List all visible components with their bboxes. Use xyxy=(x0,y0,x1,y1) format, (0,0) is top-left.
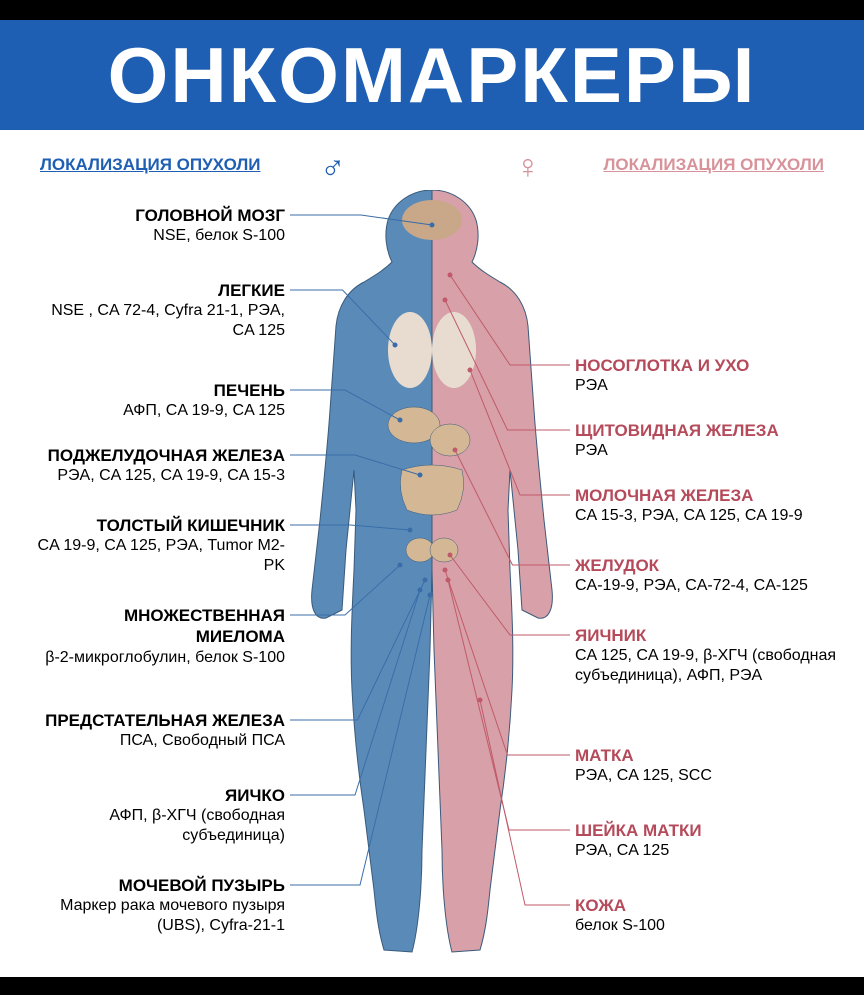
marker-list: РЭА, CA 125, SCC xyxy=(575,766,850,786)
organ-name: ПОДЖЕЛУДОЧНАЯ ЖЕЛЕЗА xyxy=(30,445,285,466)
right-label: МАТКАРЭА, CA 125, SCC xyxy=(575,745,850,786)
left-label: ЯИЧКОАФП, β-ХГЧ (свободная субъединица) xyxy=(30,785,285,846)
marker-list: CA 19-9, CA 125, РЭА, Tumor M2-PK xyxy=(30,536,285,576)
marker-list: CA 125, CA 19-9, β-ХГЧ (свободная субъед… xyxy=(575,646,850,686)
organ-name: ГОЛОВНОЙ МОЗГ xyxy=(30,205,285,226)
organ-name: ТОЛСТЫЙ КИШЕЧНИК xyxy=(30,515,285,536)
marker-list: РЭА, CA 125, CA 19-9, CA 15-3 xyxy=(30,466,285,486)
marker-list: CA-19-9, РЭА, CA-72-4, CA-125 xyxy=(575,576,850,596)
marker-list: β-2-микроглобулин, белок S-100 xyxy=(30,648,285,668)
heading-right: ЛОКАЛИЗАЦИЯ ОПУХОЛИ xyxy=(603,155,824,175)
marker-list: ПСА, Свободный ПСА xyxy=(30,731,285,751)
organ-name: МНОЖЕСТВЕННАЯ МИЕЛОМА xyxy=(30,605,285,648)
marker-list: РЭА, CA 125 xyxy=(575,841,850,861)
marker-list: АФП, β-ХГЧ (свободная субъединица) xyxy=(30,806,285,846)
organ-name: ЛЕГКИЕ xyxy=(30,280,285,301)
left-label: ГОЛОВНОЙ МОЗГNSE, белок S-100 xyxy=(30,205,285,246)
organ-name: МОЛОЧНАЯ ЖЕЛЕЗА xyxy=(575,485,850,506)
frame-top xyxy=(0,0,864,20)
right-label: ЩИТОВИДНАЯ ЖЕЛЕЗАРЭА xyxy=(575,420,850,461)
organ-name: ПРЕДСТАТЕЛЬНАЯ ЖЕЛЕЗА xyxy=(30,710,285,731)
left-label: ЛЕГКИЕNSE , CA 72-4, Cyfra 21-1, РЭА, CA… xyxy=(30,280,285,341)
organ-name: МАТКА xyxy=(575,745,850,766)
left-label: МНОЖЕСТВЕННАЯ МИЕЛОМАβ-2-микроглобулин, … xyxy=(30,605,285,668)
right-label: ЯИЧНИКCA 125, CA 19-9, β-ХГЧ (свободная … xyxy=(575,625,850,686)
organ-name: НОСОГЛОТКА И УХО xyxy=(575,355,850,376)
organ-name: ПЕЧЕНЬ xyxy=(30,380,285,401)
left-label: ПЕЧЕНЬАФП, CA 19-9, CA 125 xyxy=(30,380,285,421)
marker-list: АФП, CA 19-9, CA 125 xyxy=(30,401,285,421)
marker-list: NSE, белок S-100 xyxy=(30,226,285,246)
marker-list: CA 15-3, РЭА, CA 125, CA 19-9 xyxy=(575,506,850,526)
organ-name: ЯИЧНИК xyxy=(575,625,850,646)
marker-list: NSE , CA 72-4, Cyfra 21-1, РЭА, CA 125 xyxy=(30,301,285,341)
organ-name: ЖЕЛУДОК xyxy=(575,555,850,576)
right-label: НОСОГЛОТКА И УХОРЭА xyxy=(575,355,850,396)
female-symbol-icon: ♀ xyxy=(515,148,541,187)
left-label: ПРЕДСТАТЕЛЬНАЯ ЖЕЛЕЗАПСА, Свободный ПСА xyxy=(30,710,285,751)
marker-list: РЭА xyxy=(575,376,850,396)
right-label: КОЖАбелок S-100 xyxy=(575,895,850,936)
left-label: ПОДЖЕЛУДОЧНАЯ ЖЕЛЕЗАРЭА, CA 125, CA 19-9… xyxy=(30,445,285,486)
frame-bottom xyxy=(0,977,864,995)
organ-name: ЩИТОВИДНАЯ ЖЕЛЕЗА xyxy=(575,420,850,441)
organ-name: ШЕЙКА МАТКИ xyxy=(575,820,850,841)
organ-name: КОЖА xyxy=(575,895,850,916)
right-label: ЖЕЛУДОКCA-19-9, РЭА, CA-72-4, CA-125 xyxy=(575,555,850,596)
organ-name: ЯИЧКО xyxy=(30,785,285,806)
right-label: МОЛОЧНАЯ ЖЕЛЕЗАCA 15-3, РЭА, CA 125, CA … xyxy=(575,485,850,526)
right-label: ШЕЙКА МАТКИРЭА, CA 125 xyxy=(575,820,850,861)
heading-left: ЛОКАЛИЗАЦИЯ ОПУХОЛИ xyxy=(40,155,261,175)
marker-list: белок S-100 xyxy=(575,916,850,936)
anatomy-figure xyxy=(302,190,562,960)
left-label: ТОЛСТЫЙ КИШЕЧНИКCA 19-9, CA 125, РЭА, Tu… xyxy=(30,515,285,576)
organ-name: МОЧЕВОЙ ПУЗЫРЬ xyxy=(30,875,285,896)
page-title: ОНКОМАРКЕРЫ xyxy=(108,30,757,121)
marker-list: РЭА xyxy=(575,441,850,461)
title-banner: ОНКОМАРКЕРЫ xyxy=(0,20,864,130)
marker-list: Маркер рака мочевого пузыря (UBS), Cyfra… xyxy=(30,896,285,936)
male-symbol-icon: ♂ xyxy=(320,148,346,187)
left-label: МОЧЕВОЙ ПУЗЫРЬМаркер рака мочевого пузыр… xyxy=(30,875,285,936)
